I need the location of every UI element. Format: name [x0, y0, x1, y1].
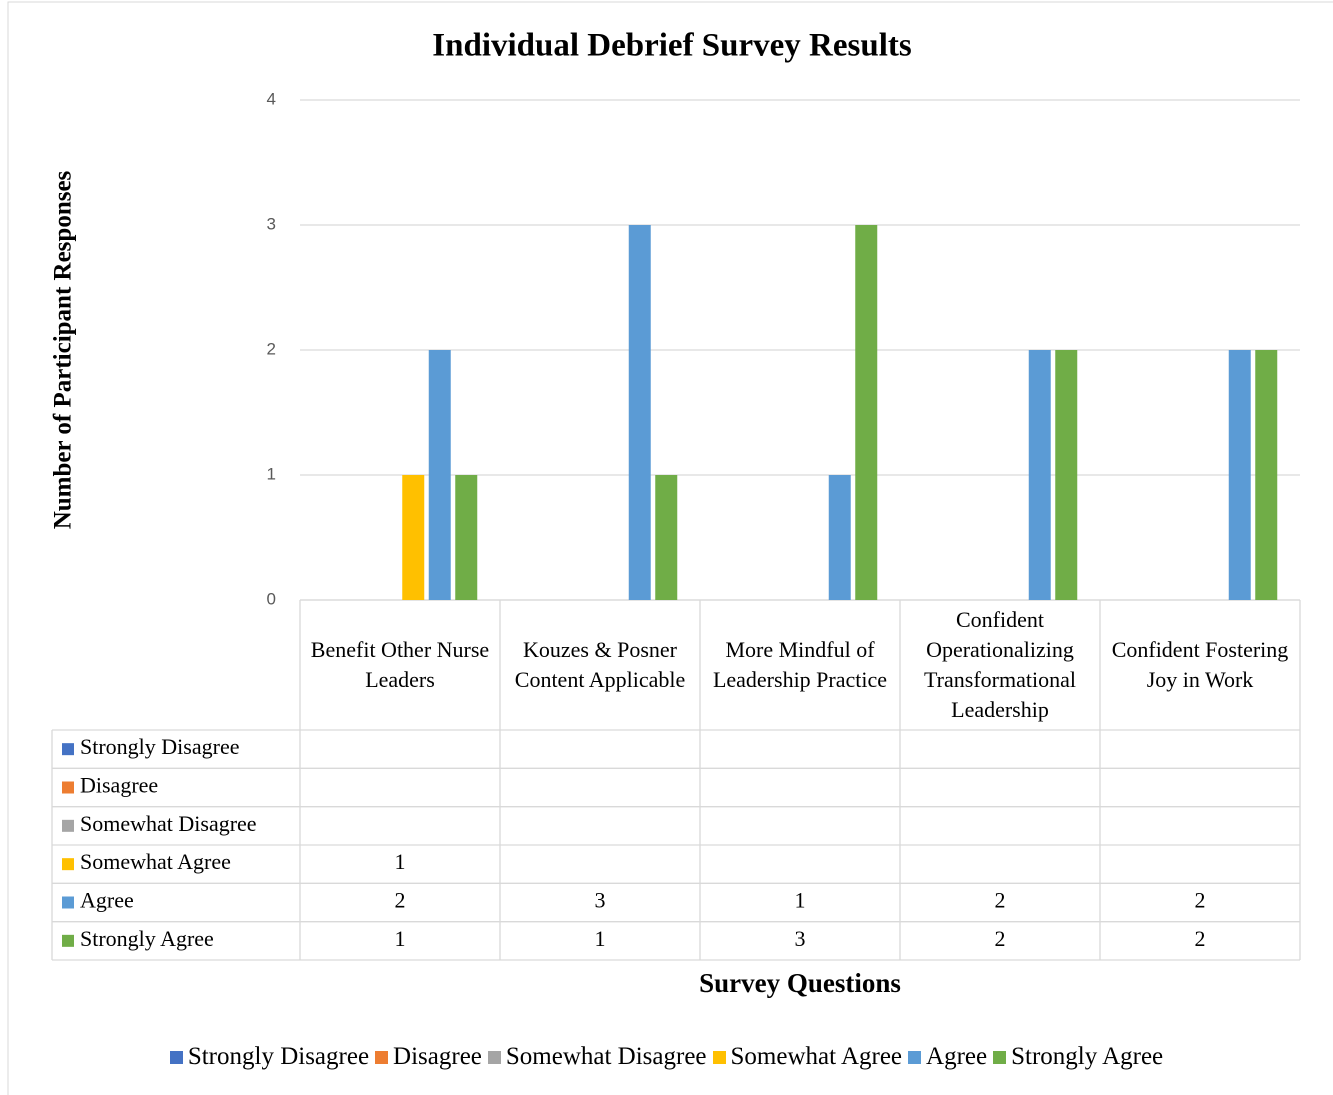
legend-swatch — [908, 1050, 922, 1064]
table-value: 1 — [795, 888, 806, 913]
table-series-name: Disagree — [80, 773, 158, 798]
table-series-name: Strongly Agree — [80, 926, 214, 951]
table-series-name: Agree — [80, 888, 134, 913]
table-legend-key — [62, 896, 74, 909]
table-value: 2 — [995, 926, 1006, 951]
table-value: 3 — [595, 888, 606, 913]
table-value: 2 — [395, 888, 406, 913]
table-legend-key — [62, 858, 74, 871]
category-cell: Kouzes & Posner Content Applicable — [514, 637, 686, 692]
bar — [1228, 350, 1251, 600]
x-tick-label: Benefit Other Nurse Leaders — [310, 637, 490, 692]
table-legend-key — [62, 819, 74, 832]
legend-label: Somewhat Agree — [730, 1043, 903, 1070]
bar — [628, 225, 651, 600]
table-value: 3 — [795, 926, 806, 951]
table-value: 2 — [995, 888, 1006, 913]
x-tick-label: Kouzes & Posner Content Applicable — [514, 637, 686, 692]
table-series-name: Somewhat Agree — [80, 849, 231, 874]
table-value: 1 — [395, 849, 406, 874]
category-cell: Confident Operationalizing Transformatio… — [924, 607, 1076, 722]
bar — [655, 475, 678, 600]
category-cell: Benefit Other Nurse Leaders — [310, 637, 490, 692]
y-axis-title: Number of Participant Responses — [50, 170, 77, 529]
table-value: 2 — [1195, 926, 1206, 951]
y-tick-label: 4 — [267, 89, 276, 108]
bar — [1055, 350, 1078, 600]
x-tick-label: Confident Fostering Joy in Work — [1111, 637, 1289, 692]
table-value: 1 — [595, 926, 606, 951]
table-value: 2 — [1195, 888, 1206, 913]
frame — [7, 1, 1333, 1095]
table-series-name: Somewhat Disagree — [80, 811, 257, 836]
legend-label: Agree — [926, 1043, 988, 1070]
legend-swatch — [993, 1050, 1007, 1064]
bar — [402, 475, 425, 600]
x-tick-label: More Mindful of Leadership Practice — [712, 637, 888, 692]
legend-label: Strongly Disagree — [187, 1043, 370, 1070]
bar — [855, 225, 878, 600]
table-legend-key — [62, 743, 74, 756]
bar — [1255, 350, 1278, 600]
table-legend-key — [62, 934, 74, 947]
legend-item: Somewhat Disagree — [487, 1043, 707, 1071]
x-axis-title: Survey Questions — [699, 968, 901, 998]
legend-item: Agree — [908, 1043, 987, 1071]
legend-swatch — [169, 1050, 183, 1064]
legend-label: Somewhat Disagree — [505, 1043, 707, 1070]
bar — [455, 475, 478, 600]
y-tick-label: 1 — [267, 464, 276, 483]
legend-item: Disagree — [375, 1043, 482, 1071]
legend-swatch — [487, 1050, 501, 1064]
x-tick-label: Confident Operationalizing Transformatio… — [924, 607, 1076, 722]
y-tick-label: 3 — [267, 214, 276, 233]
legend-swatch — [712, 1050, 726, 1064]
category-cell: More Mindful of Leadership Practice — [712, 637, 888, 692]
bar — [428, 350, 451, 600]
legend-item: Strongly Agree — [993, 1043, 1163, 1071]
category-cell: Confident Fostering Joy in Work — [1111, 637, 1289, 692]
table-legend-key — [62, 781, 74, 794]
y-tick-label: 0 — [267, 589, 276, 608]
legend: Strongly Disagree Disagree Somewhat Disagr… — [0, 1043, 1333, 1071]
legend-label: Disagree — [393, 1043, 482, 1070]
legend-label: Strongly Agree — [1011, 1043, 1164, 1070]
y-tick-label: 2 — [267, 339, 276, 358]
legend-swatch — [375, 1050, 389, 1064]
bar — [828, 475, 851, 600]
table-series-name: Strongly Disagree — [80, 734, 239, 759]
legend-item: Strongly Disagree — [169, 1043, 370, 1071]
chart-title: Individual Debrief Survey Results — [432, 28, 912, 64]
legend-item: Somewhat Agree — [712, 1043, 903, 1071]
table-value: 1 — [395, 926, 406, 951]
bar — [1028, 350, 1051, 600]
